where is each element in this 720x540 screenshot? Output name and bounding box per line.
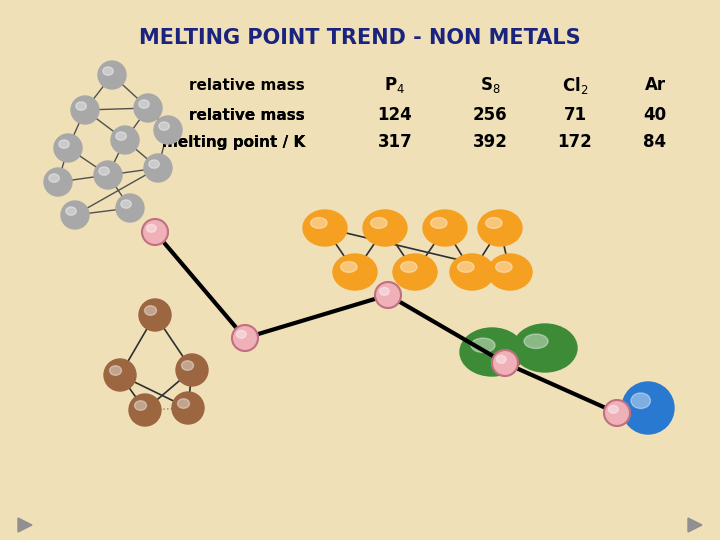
Ellipse shape [139, 100, 149, 109]
Ellipse shape [458, 261, 474, 272]
Ellipse shape [71, 96, 99, 124]
Ellipse shape [460, 328, 524, 376]
Ellipse shape [488, 254, 532, 290]
Ellipse shape [524, 334, 548, 348]
Ellipse shape [98, 61, 126, 89]
Ellipse shape [181, 361, 194, 370]
Ellipse shape [341, 261, 357, 272]
Text: 392: 392 [472, 133, 508, 151]
Ellipse shape [172, 392, 204, 424]
Ellipse shape [99, 167, 109, 176]
Ellipse shape [103, 67, 113, 75]
Text: 71: 71 [564, 106, 587, 124]
Ellipse shape [111, 126, 139, 154]
Ellipse shape [622, 382, 674, 434]
Ellipse shape [236, 330, 246, 338]
Text: MELTING POINT TREND - NON METALS: MELTING POINT TREND - NON METALS [139, 28, 581, 48]
Text: 84: 84 [644, 133, 667, 151]
Ellipse shape [104, 359, 136, 391]
Ellipse shape [471, 338, 495, 353]
Ellipse shape [129, 394, 161, 426]
Ellipse shape [379, 287, 390, 295]
Ellipse shape [49, 174, 59, 183]
Ellipse shape [109, 366, 122, 375]
Text: 172: 172 [557, 133, 593, 151]
Ellipse shape [363, 210, 407, 246]
Ellipse shape [116, 132, 126, 140]
Ellipse shape [94, 161, 122, 189]
Text: melting point / K: melting point / K [162, 134, 305, 150]
Text: 317: 317 [377, 133, 413, 151]
Ellipse shape [66, 207, 76, 215]
Ellipse shape [333, 254, 377, 290]
Ellipse shape [54, 134, 82, 162]
Text: Cl$_2$: Cl$_2$ [562, 75, 588, 96]
Polygon shape [18, 518, 32, 532]
Ellipse shape [178, 399, 189, 408]
Text: Ar: Ar [644, 76, 665, 94]
Text: P$_4$: P$_4$ [384, 75, 405, 95]
Ellipse shape [149, 160, 159, 168]
Ellipse shape [450, 254, 494, 290]
Ellipse shape [135, 401, 147, 410]
Ellipse shape [431, 218, 447, 228]
Ellipse shape [513, 324, 577, 372]
Ellipse shape [44, 168, 72, 196]
Ellipse shape [116, 194, 144, 222]
Ellipse shape [492, 350, 518, 376]
Ellipse shape [631, 393, 650, 409]
Text: relative mass: relative mass [189, 78, 305, 92]
Ellipse shape [375, 282, 401, 308]
Ellipse shape [134, 94, 162, 122]
Ellipse shape [121, 200, 131, 208]
Ellipse shape [139, 299, 171, 331]
Ellipse shape [159, 122, 169, 130]
Ellipse shape [145, 306, 156, 315]
Polygon shape [688, 518, 702, 532]
Ellipse shape [604, 400, 630, 426]
Text: relative mass: relative mass [189, 107, 305, 123]
Ellipse shape [371, 218, 387, 228]
Ellipse shape [497, 355, 506, 363]
Ellipse shape [485, 218, 502, 228]
Ellipse shape [144, 154, 172, 182]
Ellipse shape [478, 210, 522, 246]
Ellipse shape [310, 218, 327, 228]
Ellipse shape [232, 325, 258, 351]
Ellipse shape [303, 210, 347, 246]
Ellipse shape [76, 102, 86, 110]
Ellipse shape [495, 261, 512, 272]
Ellipse shape [393, 254, 437, 290]
Ellipse shape [59, 140, 69, 149]
Ellipse shape [154, 116, 182, 144]
Ellipse shape [423, 210, 467, 246]
Text: S$_8$: S$_8$ [480, 75, 500, 95]
Ellipse shape [176, 354, 208, 386]
Ellipse shape [400, 261, 417, 272]
Text: 256: 256 [473, 106, 508, 124]
Text: 40: 40 [644, 106, 667, 124]
Text: relative mass: relative mass [189, 107, 305, 123]
Ellipse shape [608, 406, 618, 413]
Text: melting point / K: melting point / K [162, 134, 305, 150]
Text: 124: 124 [377, 106, 413, 124]
Ellipse shape [142, 219, 168, 245]
Ellipse shape [146, 225, 156, 232]
Ellipse shape [61, 201, 89, 229]
